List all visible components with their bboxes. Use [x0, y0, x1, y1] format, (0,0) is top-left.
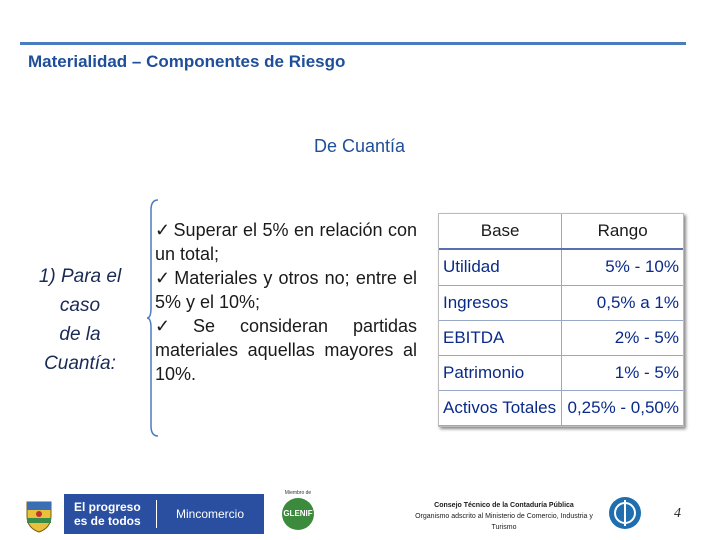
cell-rango: 0,25% - 0,50% — [561, 390, 683, 427]
section-subtitle: De Cuantía — [314, 136, 406, 156]
check-icon: ✓ — [155, 268, 172, 288]
page-number: 4 — [674, 506, 681, 521]
cell-rango: 2% - 5% — [561, 320, 683, 356]
bullet-item: ✓ Superar el 5% en relación con un total; — [155, 218, 417, 266]
bullet-item: ✓ Se consideran partidas materiales aquel… — [155, 314, 417, 386]
range-table: Base Rango Utilidad 5% - 10% Ingresos 0,… — [439, 214, 683, 427]
check-icon: ✓ — [155, 316, 191, 336]
consejo-line: Organismo adscrito al Ministerio de Come… — [415, 513, 593, 531]
check-icon: ✓ — [155, 220, 171, 240]
glenif-caption: Miembro de — [284, 490, 312, 496]
header-base: Base — [439, 214, 563, 251]
cell-rango: 1% - 5% — [561, 355, 683, 391]
table-row: Activos Totales 0,25% - 0,50% — [439, 390, 683, 427]
slide-title: Materialidad – Componentes de Riesgo — [28, 52, 346, 71]
cell-rango: 0,5% a 1% — [561, 285, 683, 321]
curly-bracket — [147, 199, 159, 437]
table-row: Ingresos 0,5% a 1% — [439, 285, 683, 321]
cell-rango: 5% - 10% — [561, 249, 683, 286]
glenif-badge: GLENIF — [282, 498, 314, 530]
mincomercio-label: Mincomercio — [176, 507, 245, 521]
bullet-list: ✓ Superar el 5% en relación con un total;… — [155, 218, 417, 386]
bullet-text: Se consideran partidas materiales aquell… — [155, 316, 417, 384]
left-label-line: de la — [59, 324, 101, 345]
left-label: 1) Para el caso de la Cuantía: — [28, 262, 132, 378]
cell-base: Activos Totales — [439, 390, 563, 427]
table-row: Patrimonio 1% - 5% — [439, 355, 683, 391]
top-rule — [20, 42, 686, 45]
colombia-shield-icon — [26, 501, 52, 533]
bullet-item: ✓ Materiales y otros no; entre el 5% y el… — [155, 266, 417, 314]
cell-base: Patrimonio — [439, 355, 563, 391]
progreso-text: El progreso es de todos — [74, 500, 141, 528]
progreso-line: es de todos — [74, 514, 141, 528]
table-row: Utilidad 5% - 10% — [439, 249, 683, 286]
header-rango: Rango — [561, 214, 683, 251]
glenif-logo: Miembro de GLENIF — [278, 490, 318, 536]
cell-base: Ingresos — [439, 285, 563, 321]
table-row: EBITDA 2% - 5% — [439, 320, 683, 356]
consejo-text: Consejo Técnico de la Contaduría Pública… — [414, 500, 594, 533]
cell-base: Utilidad — [439, 249, 563, 286]
ctcp-logo-icon — [609, 497, 641, 529]
banner-divider — [156, 500, 157, 528]
cell-base: EBITDA — [439, 320, 563, 356]
materiality-table: Base Rango Utilidad 5% - 10% Ingresos 0,… — [438, 213, 684, 427]
left-label-line: 1) Para el — [38, 266, 122, 287]
progreso-line: El progreso — [74, 500, 141, 514]
progreso-banner: El progreso es de todos Mincomercio — [64, 494, 264, 534]
footer-logos: El progreso es de todos Mincomercio Miem… — [18, 490, 698, 538]
left-label-line: Cuantía: — [44, 353, 116, 374]
bullet-text: Materiales y otros no; entre el 5% y el … — [155, 268, 417, 312]
consejo-line: Consejo Técnico de la Contaduría Pública — [434, 502, 574, 509]
bullet-text: Superar el 5% en relación con un total; — [155, 220, 417, 264]
left-label-line: caso — [59, 295, 101, 316]
table-header-row: Base Rango — [439, 214, 683, 251]
